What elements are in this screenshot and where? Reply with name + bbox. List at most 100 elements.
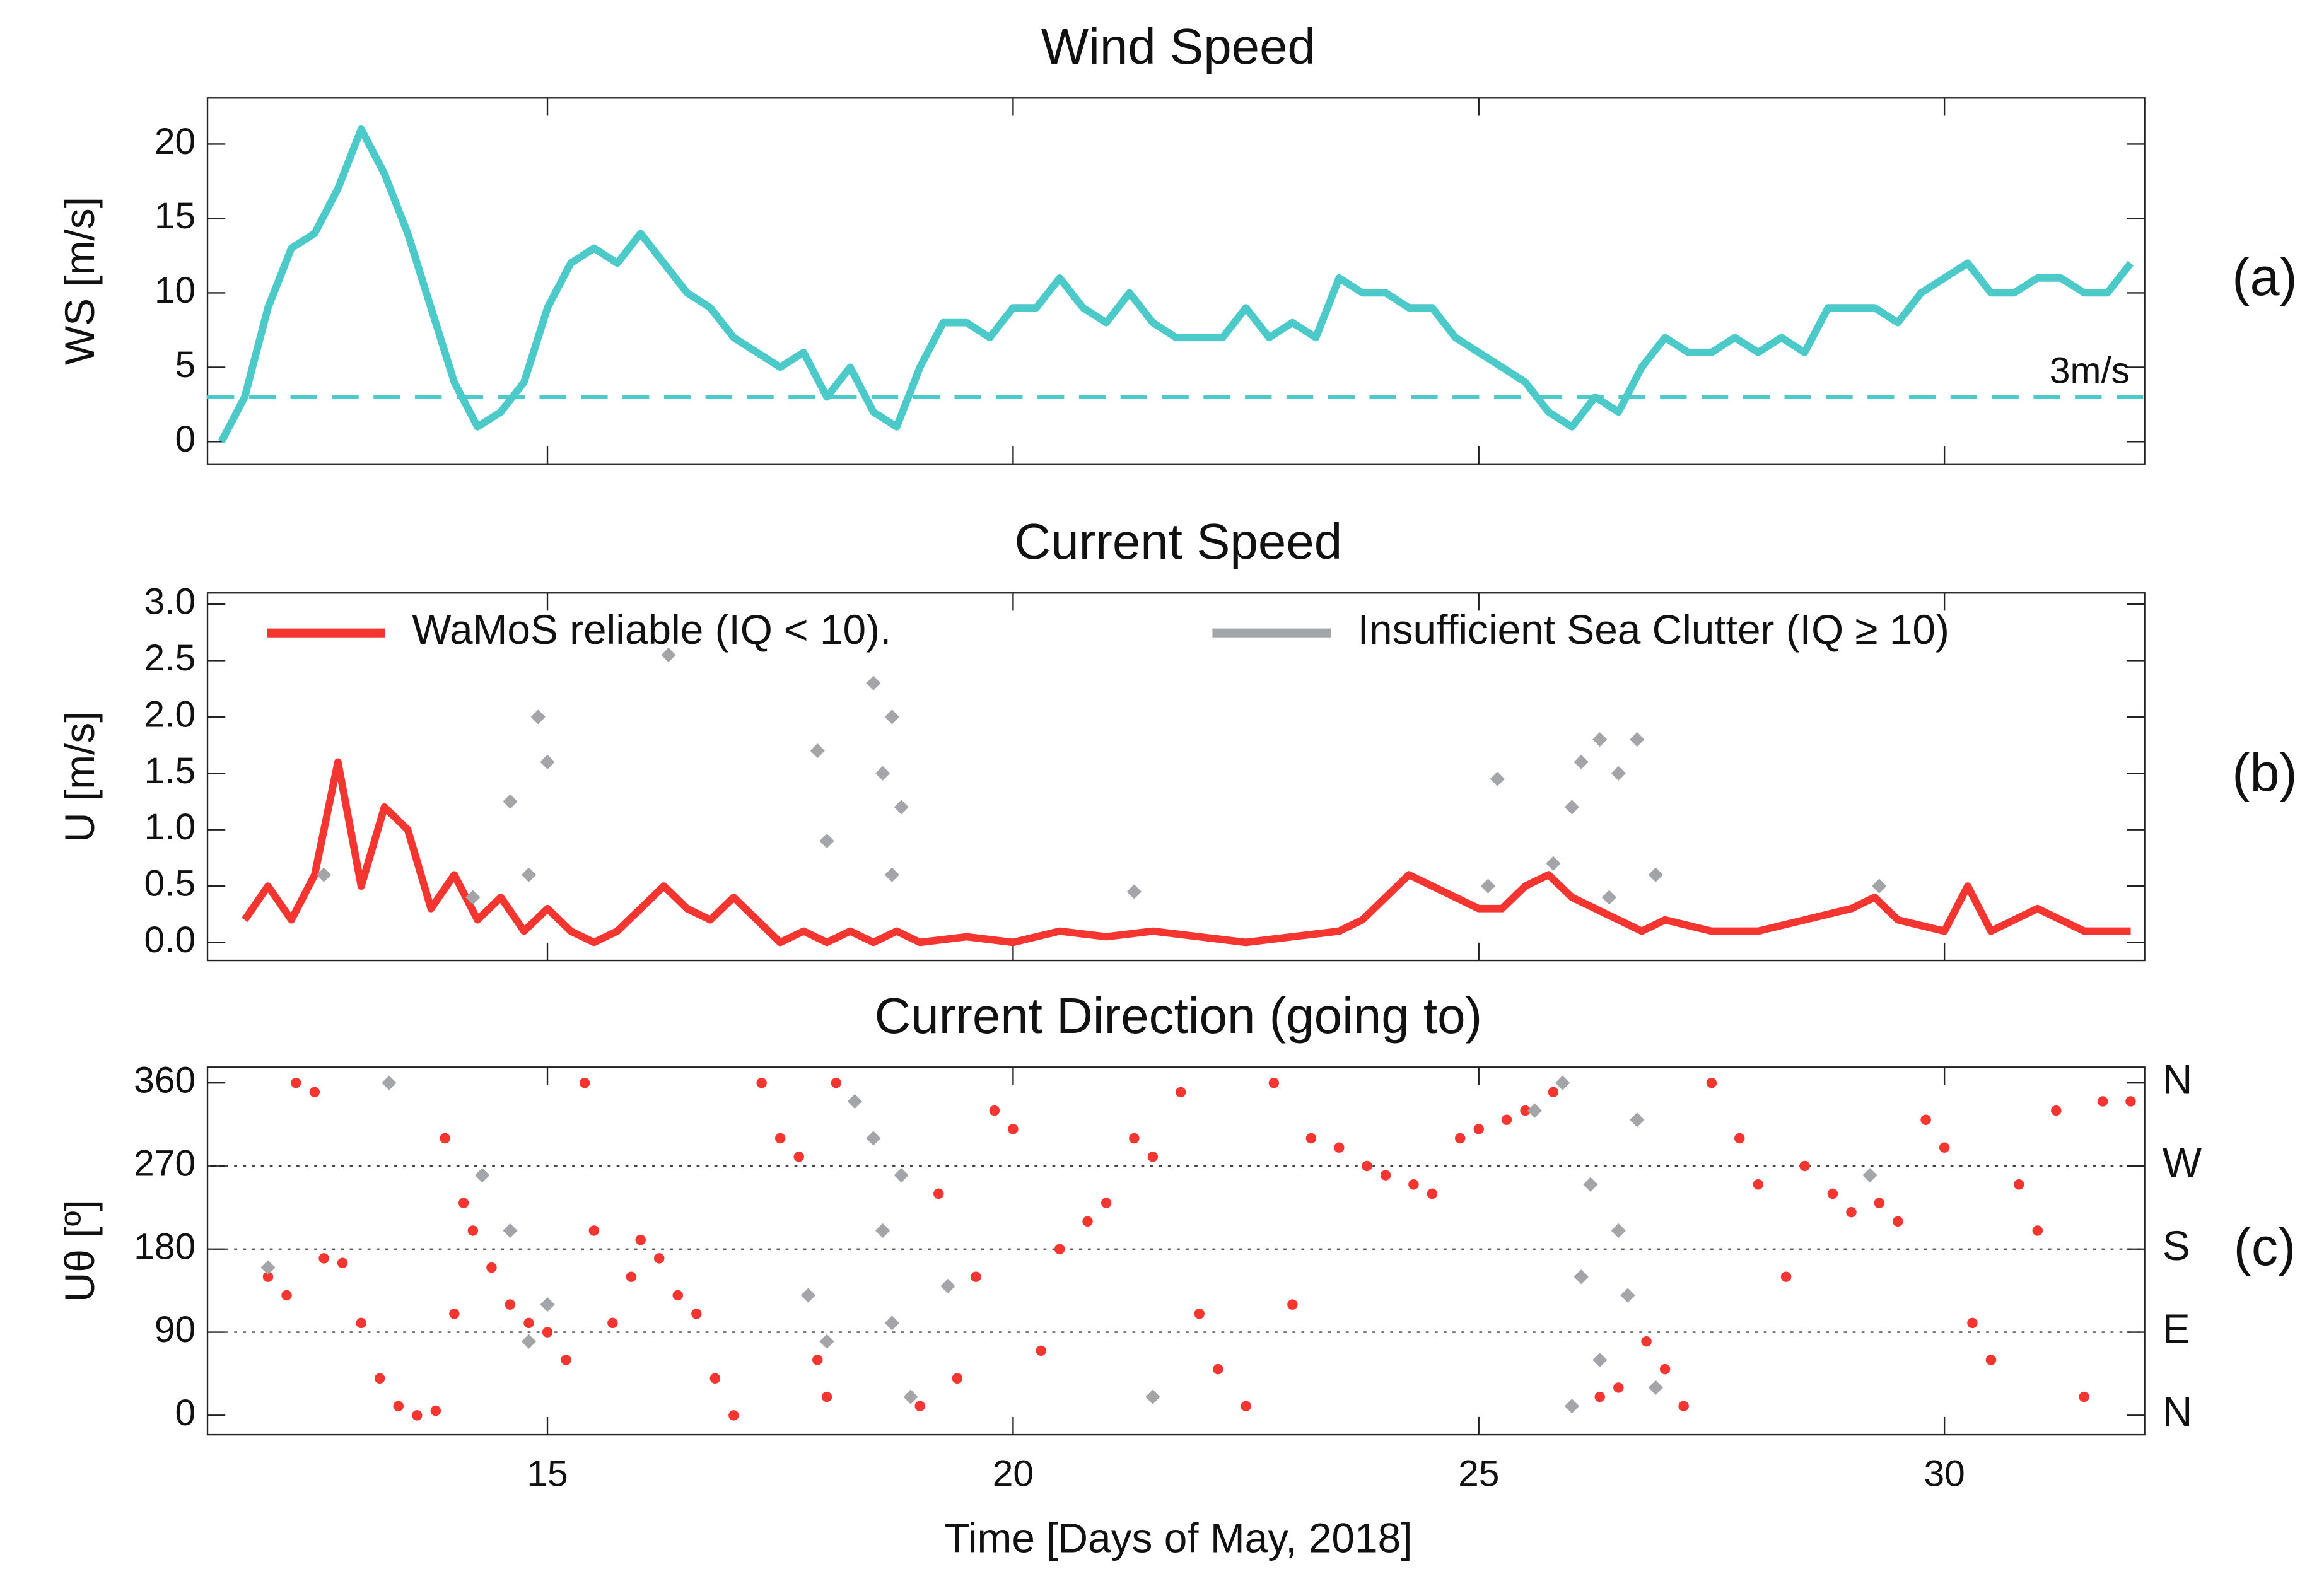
data-point	[1145, 1389, 1160, 1404]
x-tick-label: 30	[1924, 1453, 1965, 1494]
data-point	[607, 1317, 618, 1329]
y-axis-label: Uθ [º]	[56, 1199, 103, 1302]
y-tick-label: 15	[155, 195, 196, 236]
data-point	[1555, 1075, 1570, 1090]
y2-tick-label: W	[2163, 1139, 2202, 1186]
data-point	[1630, 1112, 1645, 1128]
data-point	[337, 1257, 348, 1268]
data-line	[218, 125, 2134, 444]
data-point	[2079, 1391, 2089, 1402]
y-tick-label: 360	[134, 1060, 196, 1101]
data-point	[728, 1410, 739, 1421]
data-point	[1641, 1336, 1652, 1347]
data-point	[952, 1373, 963, 1384]
data-point	[588, 1225, 600, 1236]
data-point	[875, 766, 890, 781]
data-point	[884, 709, 900, 725]
data-point	[309, 1087, 320, 1098]
data-point	[1592, 1352, 1608, 1368]
data-point	[523, 1317, 534, 1329]
data-point	[774, 1133, 786, 1144]
data-point	[914, 1401, 925, 1411]
data-point	[579, 1077, 590, 1088]
data-point	[1601, 890, 1617, 905]
data-point	[503, 794, 518, 809]
data-point	[800, 1288, 816, 1303]
data-point	[521, 1334, 537, 1349]
data-point	[2125, 1096, 2136, 1107]
threshold-label: 3m/s	[2050, 350, 2130, 391]
y-tick-label: 0	[175, 419, 196, 460]
data-point	[542, 1327, 553, 1338]
data-point	[458, 1198, 469, 1208]
data-point	[2097, 1096, 2108, 1107]
y-tick-label: 0	[175, 1392, 196, 1433]
legend-label: Insufficient Sea Clutter (IQ ≥ 10)	[1358, 606, 1949, 653]
data-point	[1630, 732, 1645, 747]
y-tick-label: 5	[175, 344, 196, 385]
data-point	[430, 1405, 441, 1416]
data-point	[1583, 1177, 1598, 1192]
data-point	[374, 1373, 385, 1384]
data-point	[281, 1290, 292, 1301]
y-tick-label: 0.5	[144, 863, 196, 904]
data-point	[661, 647, 676, 663]
data-point	[467, 1225, 479, 1236]
data-point	[793, 1152, 804, 1162]
y2-tick-label: E	[2163, 1305, 2190, 1352]
data-point	[1082, 1216, 1093, 1227]
data-point	[709, 1373, 721, 1384]
data-point	[1380, 1170, 1391, 1181]
data-point	[1648, 867, 1663, 882]
data-point	[1564, 1399, 1580, 1414]
data-point	[291, 1077, 301, 1088]
chart-title: Wind Speed	[1041, 18, 1316, 74]
data-point	[1893, 1216, 1903, 1227]
legend-label: WaMoS reliable (IQ < 10).	[412, 606, 891, 653]
data-point	[819, 1334, 834, 1349]
data-point	[260, 1260, 276, 1275]
data-point	[1985, 1355, 1997, 1365]
data-point	[894, 1167, 909, 1183]
data-point	[1611, 1223, 1626, 1239]
data-point	[561, 1355, 571, 1365]
data-point	[989, 1105, 1000, 1116]
data-point	[654, 1253, 665, 1264]
data-point	[847, 1093, 862, 1109]
data-point	[486, 1262, 497, 1273]
x-tick-label: 15	[527, 1453, 568, 1494]
data-point	[812, 1355, 823, 1365]
data-point	[318, 1253, 329, 1264]
data-point	[1920, 1114, 1931, 1125]
y-tick-label: 2.0	[144, 694, 196, 735]
data-point	[1862, 1167, 1877, 1183]
data-point	[1362, 1160, 1372, 1172]
data-point	[1305, 1133, 1317, 1144]
y-tick-label: 270	[134, 1143, 196, 1184]
y-tick-label: 20	[155, 121, 196, 162]
panel: Current Direction (going to) Uθ [º] (c) Tim…	[56, 988, 2296, 1561]
data-point	[821, 1391, 832, 1402]
data-point	[1287, 1299, 1298, 1310]
data-point	[894, 800, 909, 815]
y-tick-label: 1.5	[144, 750, 196, 791]
y2-tick-label: N	[2163, 1389, 2193, 1435]
data-point	[1408, 1179, 1419, 1190]
data-point	[635, 1234, 646, 1245]
data-point	[412, 1410, 423, 1421]
data-point	[1126, 884, 1142, 899]
data-point	[875, 1223, 890, 1239]
data-point	[262, 1271, 274, 1282]
data-point	[1594, 1391, 1605, 1402]
data-point	[940, 1278, 955, 1293]
panel-label: (b)	[2232, 742, 2297, 802]
data-point	[1129, 1133, 1140, 1144]
data-point	[1611, 766, 1626, 781]
data-point	[1846, 1206, 1857, 1218]
data-point	[1147, 1152, 1159, 1162]
data-point	[1527, 1103, 1543, 1118]
panel-label: (a)	[2232, 247, 2297, 306]
y-tick-label: 1.0	[144, 807, 196, 848]
data-point	[1613, 1382, 1624, 1393]
